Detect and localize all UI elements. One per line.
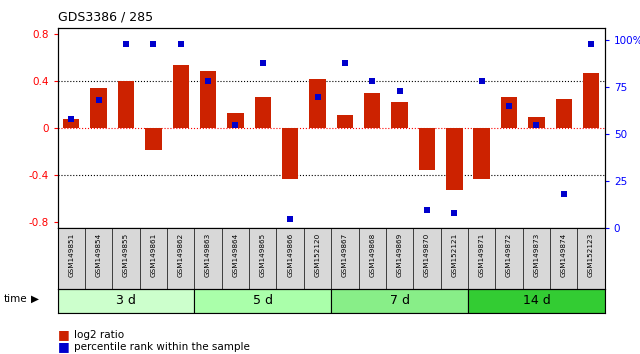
Text: percentile rank within the sample: percentile rank within the sample [74, 342, 250, 352]
Bar [195, 289, 332, 313]
Text: GSM149874: GSM149874 [561, 233, 567, 278]
Text: 5 d: 5 d [253, 295, 273, 307]
Bar [337, 115, 353, 129]
Bar [332, 289, 468, 313]
Text: ■: ■ [58, 328, 69, 341]
Bar [419, 129, 435, 170]
Bar [173, 65, 189, 129]
Bar [145, 129, 161, 149]
Bar [90, 88, 107, 129]
Text: 14 d: 14 d [522, 295, 550, 307]
Bar [468, 289, 605, 313]
Text: GDS3386 / 285: GDS3386 / 285 [58, 11, 153, 24]
Text: 7 d: 7 d [390, 295, 410, 307]
Text: GSM149871: GSM149871 [479, 233, 484, 278]
Text: 3 d: 3 d [116, 295, 136, 307]
Text: GSM149855: GSM149855 [123, 233, 129, 278]
Text: GSM149873: GSM149873 [533, 233, 540, 278]
Bar [364, 93, 380, 129]
Text: GSM149862: GSM149862 [178, 233, 184, 278]
Text: GSM149854: GSM149854 [95, 233, 102, 278]
Text: GSM149864: GSM149864 [232, 233, 239, 278]
Bar [282, 129, 298, 179]
Bar [118, 81, 134, 129]
Bar [501, 97, 517, 129]
Bar [63, 119, 79, 129]
Text: GSM149870: GSM149870 [424, 233, 430, 278]
Text: GSM149868: GSM149868 [369, 233, 375, 278]
Text: GSM149867: GSM149867 [342, 233, 348, 278]
Bar [58, 289, 195, 313]
Bar [474, 129, 490, 179]
Text: GSM149863: GSM149863 [205, 233, 211, 278]
Bar [446, 129, 463, 189]
Text: ■: ■ [58, 341, 69, 353]
Bar [255, 97, 271, 129]
Text: ▶: ▶ [31, 294, 38, 304]
Text: GSM152120: GSM152120 [314, 233, 321, 278]
Text: time: time [3, 294, 27, 304]
Text: GSM149851: GSM149851 [68, 233, 74, 278]
Text: GSM149865: GSM149865 [260, 233, 266, 278]
Bar [309, 79, 326, 129]
Text: GSM152123: GSM152123 [588, 233, 594, 278]
Bar [392, 102, 408, 129]
Text: GSM149869: GSM149869 [397, 233, 403, 278]
Bar [200, 71, 216, 129]
Text: log2 ratio: log2 ratio [74, 330, 124, 339]
Bar [583, 73, 599, 129]
Text: GSM152121: GSM152121 [451, 233, 458, 278]
Text: GSM149866: GSM149866 [287, 233, 293, 278]
Text: GSM149861: GSM149861 [150, 233, 156, 278]
Text: GSM149872: GSM149872 [506, 233, 512, 278]
Bar [227, 113, 244, 129]
Bar [556, 99, 572, 129]
Bar [528, 116, 545, 129]
